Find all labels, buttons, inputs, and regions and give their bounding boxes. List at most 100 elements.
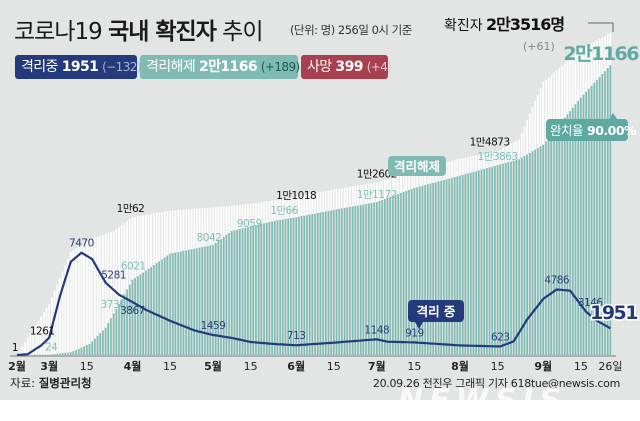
released-bar — [126, 289, 128, 355]
released-bar — [410, 188, 413, 355]
released-bar — [365, 203, 367, 355]
released-bar — [292, 217, 295, 355]
released-bar — [504, 162, 507, 355]
released-bar — [249, 226, 252, 355]
released-bar — [145, 270, 147, 355]
x-tick-label: 8월 — [451, 359, 469, 373]
total-value: 2만3516명 — [486, 15, 564, 34]
newsis-watermark: NEWSIS — [398, 383, 568, 418]
released-bar — [67, 352, 69, 355]
released-bar — [69, 352, 72, 355]
released-bar — [550, 134, 553, 355]
confirmed-bar — [67, 258, 69, 355]
released-bar — [273, 220, 276, 355]
released-bar — [606, 68, 609, 356]
released-bar — [426, 184, 429, 355]
released-bar — [102, 330, 104, 355]
released-bar — [134, 277, 136, 355]
released-bar — [311, 214, 314, 355]
released-bar — [389, 197, 392, 355]
confirmed-bar — [34, 324, 37, 355]
released-bar — [400, 192, 402, 355]
released-bar — [413, 187, 416, 355]
released-bar — [94, 338, 96, 355]
released-bar — [271, 221, 273, 355]
confirmed-bar — [83, 243, 85, 355]
recovery-rate-label: 완치율 — [550, 123, 583, 138]
released-bar — [529, 152, 531, 355]
released-tag — [388, 156, 446, 176]
confirmed-bar — [45, 308, 48, 355]
released-bar — [188, 249, 190, 355]
badge-delta: (+189) — [260, 60, 300, 74]
confirmed-bar — [120, 225, 123, 355]
released-bar — [185, 250, 187, 355]
released-bar — [386, 198, 389, 355]
isolating-label: 623 — [491, 332, 510, 344]
released-bar — [577, 100, 579, 355]
x-tick-label: 5월 — [204, 359, 222, 373]
badge-value: 399 — [335, 59, 363, 75]
badge-value: 2만1166 — [198, 59, 258, 75]
isolating-label: 1459 — [201, 320, 226, 332]
confirmed-bar — [112, 231, 115, 355]
released-bar — [177, 252, 179, 355]
x-tick-label: 6월 — [287, 359, 305, 373]
released-bar — [384, 199, 386, 355]
confirmed-bar — [29, 333, 32, 355]
released-bar — [491, 166, 494, 355]
released-bar — [236, 229, 238, 355]
isolating-label: 919 — [405, 327, 424, 339]
released-bar — [115, 308, 118, 355]
confirmed-bar — [26, 337, 29, 355]
released-bar — [451, 177, 453, 355]
confirmed-bar — [75, 248, 77, 355]
isolating-tag-pointer — [415, 322, 423, 329]
data-labels: 1만62 1만1018 1만2602 1만4873 24 3730 6021 8042 9059… — [12, 136, 604, 354]
isolating-label: 3146 — [578, 297, 604, 309]
isolating-label: 7470 — [69, 238, 94, 250]
released-bar — [569, 111, 571, 355]
released-bar — [486, 168, 488, 355]
released-bar — [72, 351, 75, 355]
released-bar — [601, 74, 604, 355]
released-bar — [252, 225, 255, 355]
x-tick-label: 15 — [491, 360, 505, 373]
released-bar — [327, 210, 330, 355]
released-label: 1만3863 — [478, 151, 518, 163]
source-name: 질병관리청 — [38, 376, 92, 390]
released-bar — [303, 215, 306, 355]
released-bar — [510, 161, 512, 355]
released-bar — [373, 202, 375, 355]
released-bar — [306, 215, 308, 355]
released-bar — [314, 213, 316, 355]
recovery-rate-tag — [546, 119, 628, 141]
released-bar — [526, 154, 528, 355]
x-tick-label: 3월 — [40, 359, 58, 373]
released-bar — [265, 222, 268, 355]
released-bar — [435, 182, 437, 355]
released-bar — [555, 127, 558, 355]
released-bar — [75, 349, 77, 355]
released-bar — [596, 79, 598, 356]
released-bar — [375, 202, 378, 355]
badge-delta: (−132) — [102, 60, 141, 74]
released-bar — [588, 88, 590, 356]
confirmed-bar — [126, 221, 128, 355]
x-tick-label: 15 — [80, 360, 94, 373]
released-bar — [169, 253, 171, 355]
released-bar — [158, 261, 161, 355]
isolating-label: 4786 — [544, 275, 570, 287]
released-bar — [196, 248, 198, 355]
confirmed-bar — [102, 235, 104, 355]
released-bar — [88, 344, 91, 355]
released-bar — [604, 71, 606, 355]
released-bar — [128, 284, 131, 355]
released-bar — [153, 265, 155, 355]
released-bar — [475, 171, 477, 355]
released-bar — [53, 354, 56, 355]
released-bar — [136, 276, 139, 355]
badge-isolating: 격리중 1951 (−132) — [15, 55, 141, 79]
released-label: 1만1172 — [357, 189, 397, 201]
released-bar — [488, 167, 491, 355]
